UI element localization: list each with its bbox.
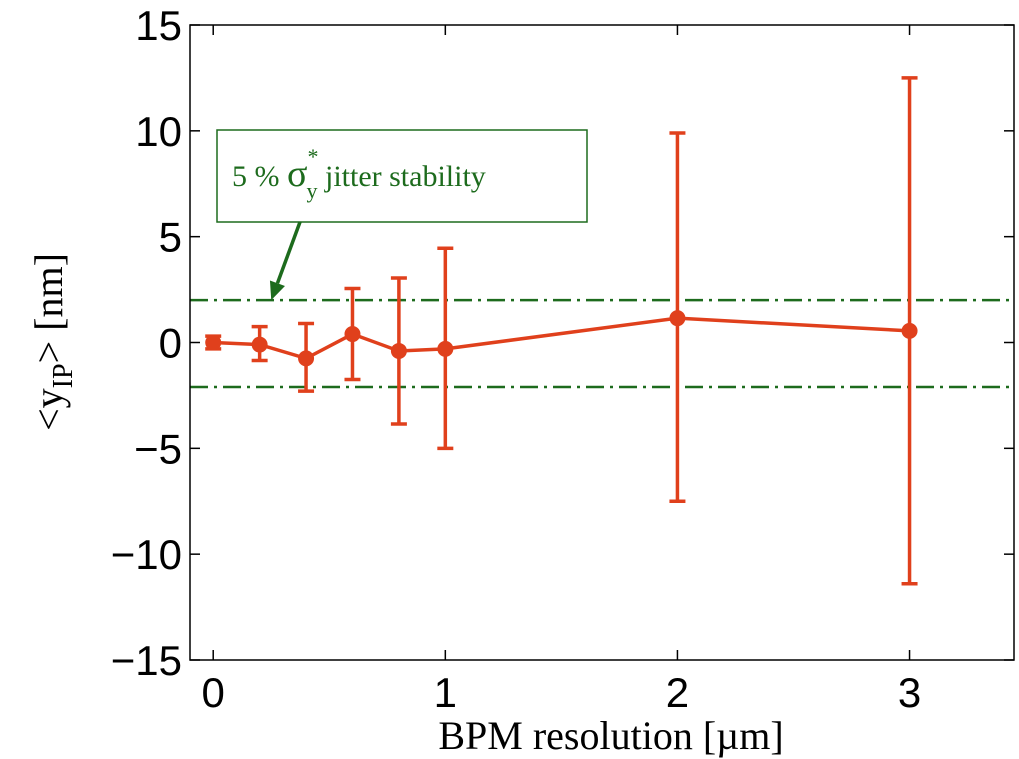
data-point [669, 310, 686, 327]
y-axis-title-close: > [nm] [26, 253, 71, 363]
y-tick-label: −5 [134, 425, 182, 472]
y-axis-title-sub: IP [48, 363, 79, 388]
data-point [251, 336, 268, 353]
annotation-sigma-sub: y [306, 178, 317, 203]
data-point [205, 334, 222, 351]
data-point [344, 326, 361, 343]
y-tick-label: 5 [159, 214, 182, 261]
annotation-prefix: 5 % [232, 160, 287, 193]
x-tick-label: 2 [666, 669, 689, 716]
y-tick-label: 10 [135, 108, 182, 155]
annotation-box [216, 129, 588, 223]
series-layer [205, 76, 918, 586]
y-tick-label: −10 [111, 531, 182, 578]
annotation-sigma-sup: * [307, 144, 318, 169]
x-tick-label: 0 [202, 669, 225, 716]
annotation-arrowhead [269, 280, 285, 301]
x-axis-title: BPM resolution [µm] [438, 713, 783, 758]
axis-ticks [190, 24, 1014, 661]
axis-tick-labels: 0 1 2 3 −15 −10 −5 0 5 10 15 [111, 2, 921, 716]
y-axis-title-open: <y [26, 388, 71, 431]
data-point [298, 350, 315, 367]
reference-lines [190, 298, 1014, 389]
annotation-sigma: σ [287, 153, 307, 195]
y-tick-label: 15 [135, 2, 182, 49]
series-line [213, 316, 910, 361]
x-tick-label: 1 [434, 669, 457, 716]
y-tick-label: 0 [159, 320, 182, 367]
x-tick-label: 3 [898, 669, 921, 716]
data-point [437, 340, 454, 357]
annotation: 5 % σ* y jitter stability [216, 129, 588, 301]
plot-area-frame [189, 24, 1015, 661]
annotation-arrow [275, 221, 302, 284]
data-point [901, 322, 918, 339]
y-tick-label: −15 [111, 637, 182, 684]
annotation-suffix: jitter stability [317, 160, 485, 193]
y-axis-title: <yIP> [nm] [26, 253, 79, 431]
svg-text:<yIP> [nm]: <yIP> [nm] [26, 253, 79, 431]
data-point [390, 342, 407, 359]
annotation-text: 5 % σ* y jitter stability [232, 144, 486, 203]
